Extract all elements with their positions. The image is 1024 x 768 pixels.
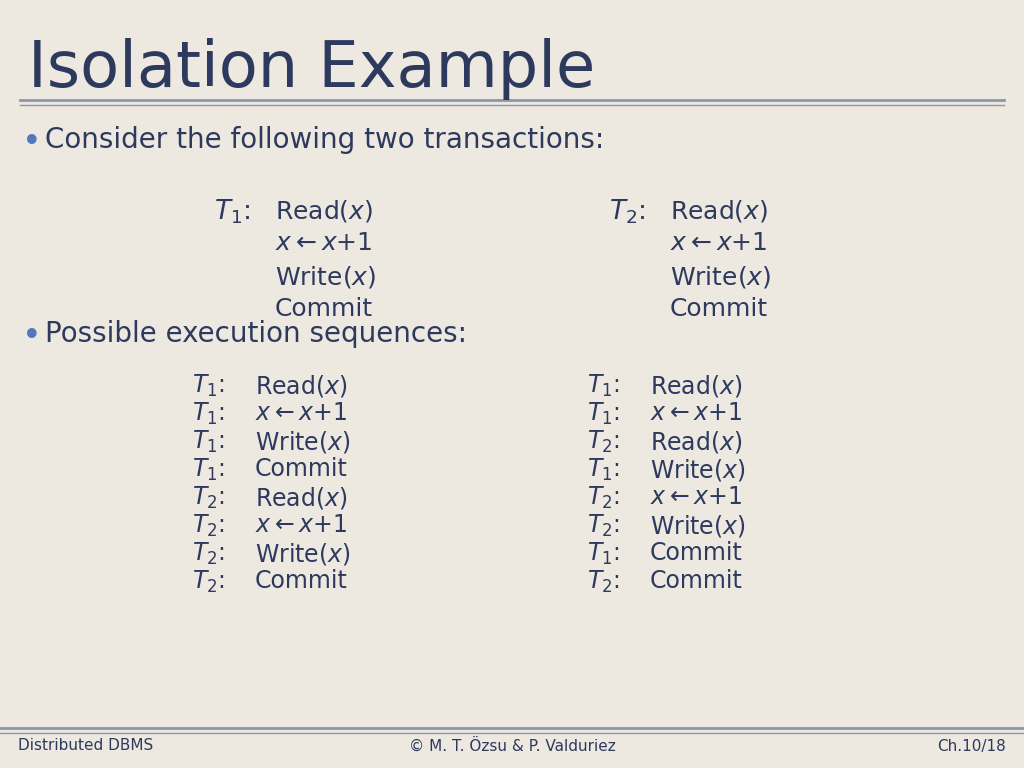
Text: Possible execution sequences:: Possible execution sequences: (45, 320, 467, 348)
Text: Write($x$): Write($x$) (255, 429, 351, 455)
Text: $T_1$:: $T_1$: (193, 373, 225, 399)
Text: Read($x$): Read($x$) (650, 429, 742, 455)
Text: $x \leftarrow x$+1: $x \leftarrow x$+1 (670, 231, 768, 255)
Text: Isolation Example: Isolation Example (28, 38, 595, 100)
Text: Commit: Commit (255, 569, 348, 593)
Text: $T_1$:: $T_1$: (587, 457, 620, 483)
Text: $T_1$:: $T_1$: (193, 401, 225, 427)
Text: Write($x$): Write($x$) (650, 457, 745, 483)
Text: Write($x$): Write($x$) (670, 264, 771, 290)
Text: Ch.10/18: Ch.10/18 (937, 739, 1006, 753)
Text: Write($x$): Write($x$) (650, 513, 745, 539)
Text: $T_1$:: $T_1$: (587, 541, 620, 568)
Text: $T_2$:: $T_2$: (193, 513, 225, 539)
Text: Read($x$): Read($x$) (670, 198, 768, 224)
Text: $T_2$:: $T_2$: (587, 569, 620, 595)
Text: $x \leftarrow x$+1: $x \leftarrow x$+1 (275, 231, 373, 255)
Text: $T_2$:: $T_2$: (587, 429, 620, 455)
Text: $x \leftarrow x$+1: $x \leftarrow x$+1 (650, 401, 742, 425)
Text: $T_2$:: $T_2$: (587, 513, 620, 539)
Text: $T_2$:: $T_2$: (587, 485, 620, 511)
Text: Commit: Commit (650, 569, 742, 593)
Text: Read($x$): Read($x$) (650, 373, 742, 399)
Text: Read($x$): Read($x$) (255, 373, 348, 399)
Text: $T_2$:: $T_2$: (193, 485, 225, 511)
Text: Consider the following two transactions:: Consider the following two transactions: (45, 126, 604, 154)
Text: Distributed DBMS: Distributed DBMS (18, 739, 154, 753)
Text: Write($x$): Write($x$) (275, 264, 376, 290)
Text: Commit: Commit (650, 541, 742, 565)
Text: $T_2$:: $T_2$: (193, 569, 225, 595)
Text: Write($x$): Write($x$) (255, 541, 351, 567)
Text: Commit: Commit (255, 457, 348, 481)
Text: Read($x$): Read($x$) (275, 198, 373, 224)
Text: $T_1$:: $T_1$: (193, 429, 225, 455)
Text: $T_1$:: $T_1$: (587, 373, 620, 399)
Text: $x \leftarrow x$+1: $x \leftarrow x$+1 (255, 513, 347, 537)
Text: Commit: Commit (670, 297, 768, 321)
Text: Commit: Commit (275, 297, 373, 321)
Text: $x \leftarrow x$+1: $x \leftarrow x$+1 (255, 401, 347, 425)
Text: $x \leftarrow x$+1: $x \leftarrow x$+1 (650, 485, 742, 509)
Text: $T_1$:: $T_1$: (193, 457, 225, 483)
Text: $T_1$:: $T_1$: (587, 401, 620, 427)
Text: •: • (22, 320, 42, 353)
Text: $T_2$:: $T_2$: (608, 198, 645, 227)
Text: •: • (22, 126, 42, 159)
Text: © M. T. Özsu & P. Valduriez: © M. T. Özsu & P. Valduriez (409, 738, 615, 753)
Text: $T_1$:: $T_1$: (214, 198, 250, 227)
Text: Read($x$): Read($x$) (255, 485, 348, 511)
Text: $T_2$:: $T_2$: (193, 541, 225, 568)
